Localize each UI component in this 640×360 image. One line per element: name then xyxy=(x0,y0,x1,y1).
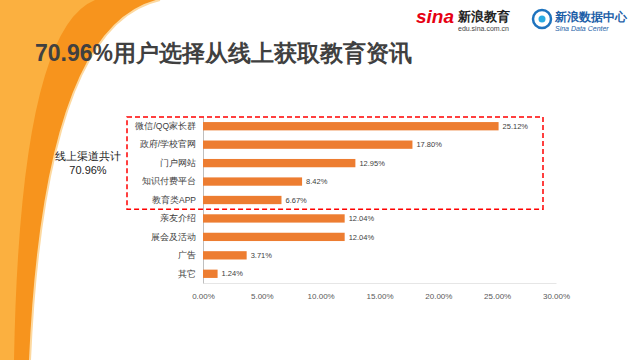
data-label: 12.95% xyxy=(359,159,385,168)
y-tick: 门户网站 xyxy=(160,158,203,168)
y-tick-label: 门户网站 xyxy=(160,158,196,168)
logo-icon xyxy=(533,10,551,28)
data-label: 25.12% xyxy=(503,122,529,131)
y-tick: 知识付费平台 xyxy=(142,176,203,186)
logo-sina: sina xyxy=(416,6,454,27)
x-tick: 5.00% xyxy=(251,283,274,301)
bar xyxy=(203,177,302,185)
x-tick: 20.00% xyxy=(425,283,452,301)
y-tick-label: 政府/学校官网 xyxy=(140,139,196,149)
x-tick-label: 20.00% xyxy=(425,292,452,301)
x-tick: 0.00% xyxy=(192,283,215,301)
logo-data-center-en: Sina Data Center xyxy=(555,25,609,32)
x-tick: 30.00% xyxy=(543,283,570,301)
title: 70.96%用户选择从线上获取教育资讯 xyxy=(35,40,412,66)
annotation: 线上渠道共计 xyxy=(55,150,121,162)
data-label: 6.67% xyxy=(285,196,307,205)
y-tick-label: 微信/QQ家长群 xyxy=(135,121,196,131)
bar xyxy=(203,251,247,259)
y-tick-label: 其它 xyxy=(178,268,196,278)
data-label: 8.42% xyxy=(306,177,328,186)
x-tick: 25.00% xyxy=(484,283,511,301)
x-axis-line xyxy=(204,283,557,284)
bars xyxy=(203,122,499,278)
chart-svg: sina新浪教育edu.sina.com.cn 新浪数据中心Sina Data C… xyxy=(0,0,640,360)
x-tick-label: 15.00% xyxy=(366,292,393,301)
data-labels: 25.12% 17.80% 12.95% 8.42% 6.67% 12.04% 12.04%… xyxy=(222,122,529,279)
bar xyxy=(203,122,499,130)
x-tick: 10.00% xyxy=(308,283,335,301)
x-tick-label: 10.00% xyxy=(308,292,335,301)
y-tick: 微信/QQ家长群 xyxy=(135,121,203,131)
x-tick-label: 25.00% xyxy=(484,292,511,301)
x-tick-label: 0.00% xyxy=(192,292,215,301)
logo-data-center: 新浪数据中心 xyxy=(554,10,628,24)
y-tick-label: 亲友介绍 xyxy=(160,213,196,223)
data-label: 3.71% xyxy=(251,251,273,260)
y-tick-label: 广告 xyxy=(178,250,196,260)
y-tick: 教育类APP xyxy=(152,195,203,205)
x-tick: 15.00% xyxy=(366,283,393,301)
annotation: 70.96% xyxy=(69,164,107,176)
online-box xyxy=(127,117,543,209)
logo-edu: 新浪教育 xyxy=(457,9,510,24)
y-tick: 亲友介绍 xyxy=(160,213,203,223)
y-tick: 广告 xyxy=(178,250,203,260)
chart-root: sina新浪教育edu.sina.com.cn 新浪数据中心Sina Data C… xyxy=(0,0,640,360)
bar xyxy=(203,196,281,204)
x-tick-label: 30.00% xyxy=(543,292,570,301)
x-tick-label: 5.00% xyxy=(251,292,274,301)
bar xyxy=(203,270,218,278)
y-tick-label: 知识付费平台 xyxy=(142,176,196,186)
logo-icon-dot xyxy=(539,16,546,23)
y-tick-label: 教育类APP xyxy=(152,195,196,205)
y-axis: 微信/QQ家长群政府/学校官网门户网站知识付费平台教育类APP 亲友介绍展会及活动… xyxy=(135,118,203,284)
y-tick: 其它 xyxy=(178,268,203,278)
bar xyxy=(203,159,355,167)
bar xyxy=(203,214,345,222)
data-label: 1.24% xyxy=(222,269,244,278)
bar xyxy=(203,141,412,149)
y-tick: 政府/学校官网 xyxy=(140,139,203,149)
background xyxy=(0,0,640,360)
data-label: 12.04% xyxy=(349,214,375,223)
y-tick: 展会及活动 xyxy=(151,232,203,242)
data-label: 12.04% xyxy=(349,233,375,242)
bar xyxy=(203,233,345,241)
data-label: 17.80% xyxy=(416,140,442,149)
x-axis: 0.00% 5.00% 10.00% 15.00% 20.00% 25.00% 30.00% xyxy=(192,283,570,301)
y-tick-label: 展会及活动 xyxy=(151,232,196,242)
logo-edu-url: edu.sina.com.cn xyxy=(458,25,509,32)
